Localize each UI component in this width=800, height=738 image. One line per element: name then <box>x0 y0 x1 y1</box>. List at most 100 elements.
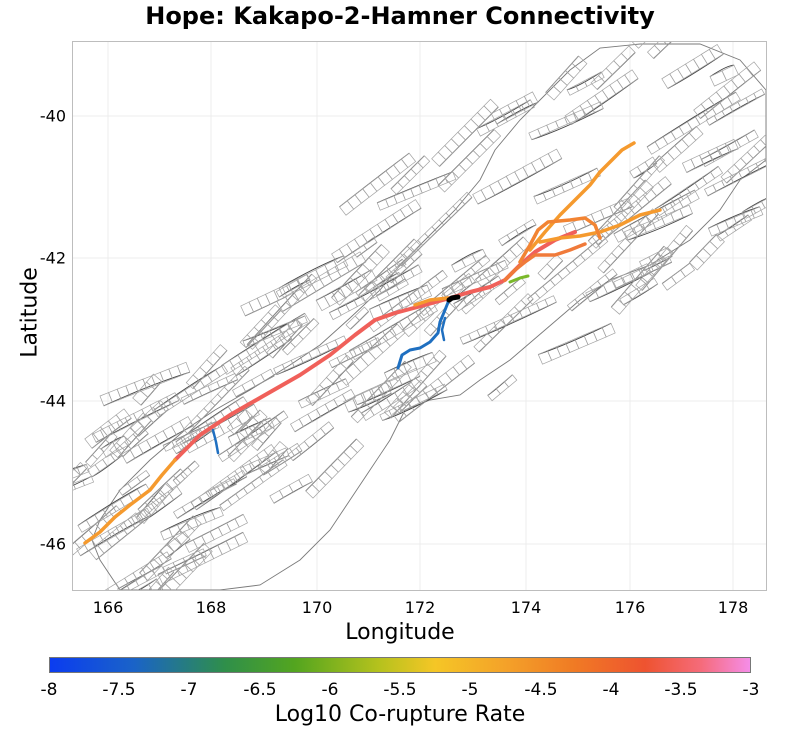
dip-box <box>235 487 248 500</box>
dip-box <box>520 99 535 113</box>
dip-box <box>680 262 696 278</box>
dip-box <box>445 205 459 219</box>
dip-box <box>241 379 256 392</box>
dip-box <box>134 574 148 587</box>
dip-box <box>344 349 357 361</box>
dip-box <box>269 490 285 504</box>
dip-box <box>397 175 411 189</box>
dip-box <box>107 525 121 539</box>
dip-box <box>138 507 152 521</box>
dip-box <box>682 12 695 25</box>
dip-box <box>750 206 764 219</box>
x-tick-174: 174 <box>510 598 542 617</box>
dip-box <box>217 522 232 536</box>
dip-box <box>217 449 232 463</box>
dip-box <box>269 417 282 431</box>
dip-box <box>317 471 333 486</box>
dip-box <box>647 45 662 59</box>
dip-box <box>753 88 766 100</box>
dip-box <box>330 458 346 473</box>
dip-box <box>201 530 215 545</box>
dip-box <box>401 188 415 201</box>
dip-box <box>764 157 766 163</box>
dip-box <box>670 126 685 140</box>
dip-box <box>569 175 583 189</box>
dip-box <box>438 212 452 226</box>
dip-box <box>388 375 403 389</box>
dip-box <box>539 153 554 169</box>
fault-trace <box>73 476 92 486</box>
dip-box <box>357 340 372 356</box>
dip-box <box>369 176 386 192</box>
dip-box <box>295 315 308 327</box>
dip-box <box>251 374 266 387</box>
dip-box <box>463 118 480 134</box>
dip-box <box>674 138 690 154</box>
fault-trace <box>476 99 531 130</box>
dip-box <box>410 161 424 175</box>
x-tick-176: 176 <box>614 598 646 617</box>
dip-box <box>369 223 384 239</box>
dip-box <box>196 542 213 559</box>
colorbar-tick: -7 <box>180 680 198 700</box>
dip-box <box>564 62 581 79</box>
colorbar-tick: -6.5 <box>243 680 277 700</box>
dip-box <box>354 233 369 249</box>
dip-box <box>73 462 88 476</box>
map-frame <box>72 41 767 591</box>
dip-box <box>232 384 247 398</box>
dip-box <box>645 208 659 222</box>
dip-box <box>192 548 207 561</box>
dip-box <box>104 431 118 445</box>
dip-box <box>663 42 672 46</box>
dip-box <box>225 536 240 551</box>
dip-box <box>503 284 518 298</box>
dip-box <box>325 369 341 384</box>
dip-box <box>73 468 81 483</box>
dip-box <box>787 109 799 121</box>
dip-box <box>301 281 317 297</box>
dip-box <box>656 245 673 262</box>
dip-box <box>551 183 565 197</box>
dip-box <box>458 157 474 172</box>
dip-box <box>773 150 785 161</box>
dip-box <box>688 126 704 141</box>
colorbar <box>49 657 751 673</box>
dip-box <box>362 237 378 251</box>
dip-box <box>503 374 518 388</box>
dip-box <box>472 143 488 158</box>
dip-box <box>675 19 688 32</box>
dip-box <box>258 470 272 483</box>
dip-box <box>261 417 275 432</box>
y-tick-40: -40 <box>39 106 66 126</box>
dip-box <box>686 189 700 204</box>
dip-box <box>361 290 375 303</box>
dip-box <box>445 366 460 382</box>
dip-box <box>782 146 794 157</box>
blue-trace-sw <box>211 428 220 455</box>
dip-box <box>385 164 401 180</box>
dip-box <box>293 286 309 302</box>
dip-box <box>382 325 397 341</box>
dip-box <box>400 152 417 168</box>
colorbar-tick: -8 <box>40 680 58 700</box>
dip-box <box>479 136 495 151</box>
dip-box <box>240 301 255 317</box>
dip-box <box>780 115 792 127</box>
dip-box <box>459 333 472 345</box>
dip-box <box>237 365 250 378</box>
dip-box <box>136 470 151 483</box>
dip-box <box>217 386 230 399</box>
dip-box <box>81 475 95 487</box>
dip-box <box>427 275 441 289</box>
dip-box <box>592 71 605 83</box>
dip-box <box>236 408 253 426</box>
fault-trace <box>538 322 612 355</box>
dip-box <box>403 168 417 182</box>
dip-box <box>137 439 153 455</box>
dip-box <box>137 588 142 590</box>
dip-box <box>402 381 417 395</box>
dip-box <box>53 554 66 567</box>
dip-box <box>637 263 652 277</box>
dip-box <box>16 489 28 500</box>
